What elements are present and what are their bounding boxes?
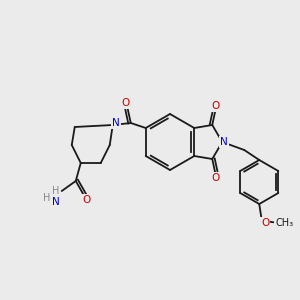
Text: O: O bbox=[122, 98, 130, 108]
Text: O: O bbox=[211, 173, 219, 183]
Text: N: N bbox=[220, 137, 228, 147]
Text: O: O bbox=[261, 218, 269, 228]
Text: N: N bbox=[52, 197, 60, 207]
Text: H: H bbox=[43, 193, 50, 203]
Text: N: N bbox=[112, 118, 120, 128]
Text: CH₃: CH₃ bbox=[275, 218, 293, 228]
Text: O: O bbox=[211, 101, 219, 111]
Text: O: O bbox=[82, 195, 91, 205]
Text: H: H bbox=[52, 186, 59, 196]
